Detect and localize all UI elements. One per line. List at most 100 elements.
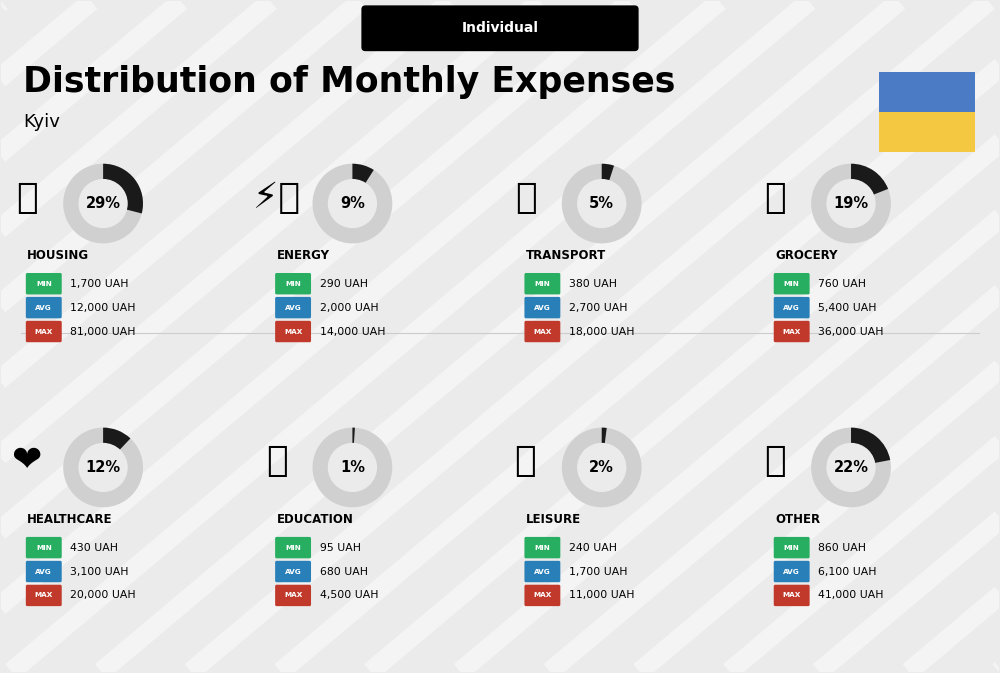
Circle shape bbox=[827, 180, 875, 227]
Wedge shape bbox=[352, 164, 374, 183]
Circle shape bbox=[79, 444, 127, 491]
Text: 1,700 UAH: 1,700 UAH bbox=[569, 567, 627, 577]
Wedge shape bbox=[851, 164, 888, 194]
FancyBboxPatch shape bbox=[774, 585, 810, 606]
FancyBboxPatch shape bbox=[774, 321, 810, 343]
Text: AVG: AVG bbox=[285, 305, 301, 311]
Text: MAX: MAX bbox=[35, 328, 53, 334]
FancyBboxPatch shape bbox=[524, 321, 560, 343]
Text: 💰: 💰 bbox=[764, 444, 786, 479]
FancyBboxPatch shape bbox=[524, 585, 560, 606]
Text: 760 UAH: 760 UAH bbox=[818, 279, 866, 289]
Text: 860 UAH: 860 UAH bbox=[818, 542, 866, 553]
FancyBboxPatch shape bbox=[879, 112, 975, 152]
Text: 430 UAH: 430 UAH bbox=[70, 542, 118, 553]
Text: MIN: MIN bbox=[285, 281, 301, 287]
FancyBboxPatch shape bbox=[26, 561, 62, 582]
Wedge shape bbox=[63, 164, 143, 244]
Wedge shape bbox=[313, 164, 392, 244]
Text: 12%: 12% bbox=[86, 460, 121, 475]
FancyBboxPatch shape bbox=[524, 561, 560, 582]
Text: 29%: 29% bbox=[86, 196, 121, 211]
Text: MAX: MAX bbox=[284, 592, 302, 598]
Text: MAX: MAX bbox=[35, 592, 53, 598]
Wedge shape bbox=[602, 164, 614, 181]
Text: GROCERY: GROCERY bbox=[775, 249, 838, 262]
Text: 22%: 22% bbox=[834, 460, 869, 475]
Text: AVG: AVG bbox=[783, 305, 800, 311]
Text: 9%: 9% bbox=[340, 196, 365, 211]
Text: 5,400 UAH: 5,400 UAH bbox=[818, 303, 877, 313]
Text: MAX: MAX bbox=[533, 328, 552, 334]
Text: MIN: MIN bbox=[784, 544, 800, 551]
Text: 1%: 1% bbox=[340, 460, 365, 475]
Text: 380 UAH: 380 UAH bbox=[569, 279, 617, 289]
Text: Individual: Individual bbox=[462, 21, 538, 35]
Text: 14,000 UAH: 14,000 UAH bbox=[320, 326, 385, 336]
Text: 240 UAH: 240 UAH bbox=[569, 542, 617, 553]
Text: TRANSPORT: TRANSPORT bbox=[526, 249, 606, 262]
Circle shape bbox=[328, 180, 376, 227]
Text: MIN: MIN bbox=[285, 544, 301, 551]
Text: 3,100 UAH: 3,100 UAH bbox=[70, 567, 129, 577]
Text: 🏢: 🏢 bbox=[17, 180, 38, 215]
Text: 19%: 19% bbox=[833, 196, 869, 211]
Text: Kyiv: Kyiv bbox=[23, 113, 60, 131]
FancyBboxPatch shape bbox=[26, 537, 62, 559]
FancyBboxPatch shape bbox=[275, 585, 311, 606]
Text: HOUSING: HOUSING bbox=[27, 249, 89, 262]
Text: 18,000 UAH: 18,000 UAH bbox=[569, 326, 634, 336]
Text: AVG: AVG bbox=[534, 569, 551, 575]
Text: ❤️: ❤️ bbox=[12, 444, 42, 479]
FancyBboxPatch shape bbox=[774, 561, 810, 582]
Wedge shape bbox=[851, 427, 890, 463]
Text: 1,700 UAH: 1,700 UAH bbox=[70, 279, 129, 289]
Text: ENERGY: ENERGY bbox=[277, 249, 330, 262]
FancyBboxPatch shape bbox=[524, 537, 560, 559]
Text: 🛍️: 🛍️ bbox=[515, 444, 537, 479]
Wedge shape bbox=[562, 427, 642, 507]
Wedge shape bbox=[63, 427, 143, 507]
Text: AVG: AVG bbox=[285, 569, 301, 575]
Wedge shape bbox=[562, 164, 642, 244]
Circle shape bbox=[328, 444, 376, 491]
Text: 95 UAH: 95 UAH bbox=[320, 542, 361, 553]
Text: MIN: MIN bbox=[535, 281, 550, 287]
Text: 🛒: 🛒 bbox=[764, 180, 786, 215]
Text: 🎓: 🎓 bbox=[266, 444, 287, 479]
FancyBboxPatch shape bbox=[524, 297, 560, 318]
Text: 2,700 UAH: 2,700 UAH bbox=[569, 303, 627, 313]
Text: MIN: MIN bbox=[36, 281, 52, 287]
Text: MIN: MIN bbox=[535, 544, 550, 551]
Text: 12,000 UAH: 12,000 UAH bbox=[70, 303, 136, 313]
FancyBboxPatch shape bbox=[275, 561, 311, 582]
Text: 6,100 UAH: 6,100 UAH bbox=[818, 567, 877, 577]
Text: AVG: AVG bbox=[35, 305, 52, 311]
FancyBboxPatch shape bbox=[275, 321, 311, 343]
Text: 11,000 UAH: 11,000 UAH bbox=[569, 590, 634, 600]
Text: AVG: AVG bbox=[534, 305, 551, 311]
FancyBboxPatch shape bbox=[361, 5, 639, 51]
Text: EDUCATION: EDUCATION bbox=[277, 513, 353, 526]
Wedge shape bbox=[811, 164, 891, 244]
FancyBboxPatch shape bbox=[774, 537, 810, 559]
Text: MIN: MIN bbox=[784, 281, 800, 287]
Text: HEALTHCARE: HEALTHCARE bbox=[27, 513, 113, 526]
Circle shape bbox=[827, 444, 875, 491]
FancyBboxPatch shape bbox=[26, 321, 62, 343]
Text: Distribution of Monthly Expenses: Distribution of Monthly Expenses bbox=[23, 65, 676, 99]
Text: MAX: MAX bbox=[782, 592, 801, 598]
Text: 290 UAH: 290 UAH bbox=[320, 279, 368, 289]
Text: MAX: MAX bbox=[533, 592, 552, 598]
FancyBboxPatch shape bbox=[26, 273, 62, 294]
Text: 20,000 UAH: 20,000 UAH bbox=[70, 590, 136, 600]
Text: MAX: MAX bbox=[782, 328, 801, 334]
Wedge shape bbox=[602, 427, 607, 444]
Text: 4,500 UAH: 4,500 UAH bbox=[320, 590, 378, 600]
Wedge shape bbox=[811, 427, 891, 507]
Text: OTHER: OTHER bbox=[775, 513, 820, 526]
Text: 36,000 UAH: 36,000 UAH bbox=[818, 326, 884, 336]
Text: 41,000 UAH: 41,000 UAH bbox=[818, 590, 884, 600]
Text: ⚡🏠: ⚡🏠 bbox=[253, 180, 300, 215]
Circle shape bbox=[79, 180, 127, 227]
